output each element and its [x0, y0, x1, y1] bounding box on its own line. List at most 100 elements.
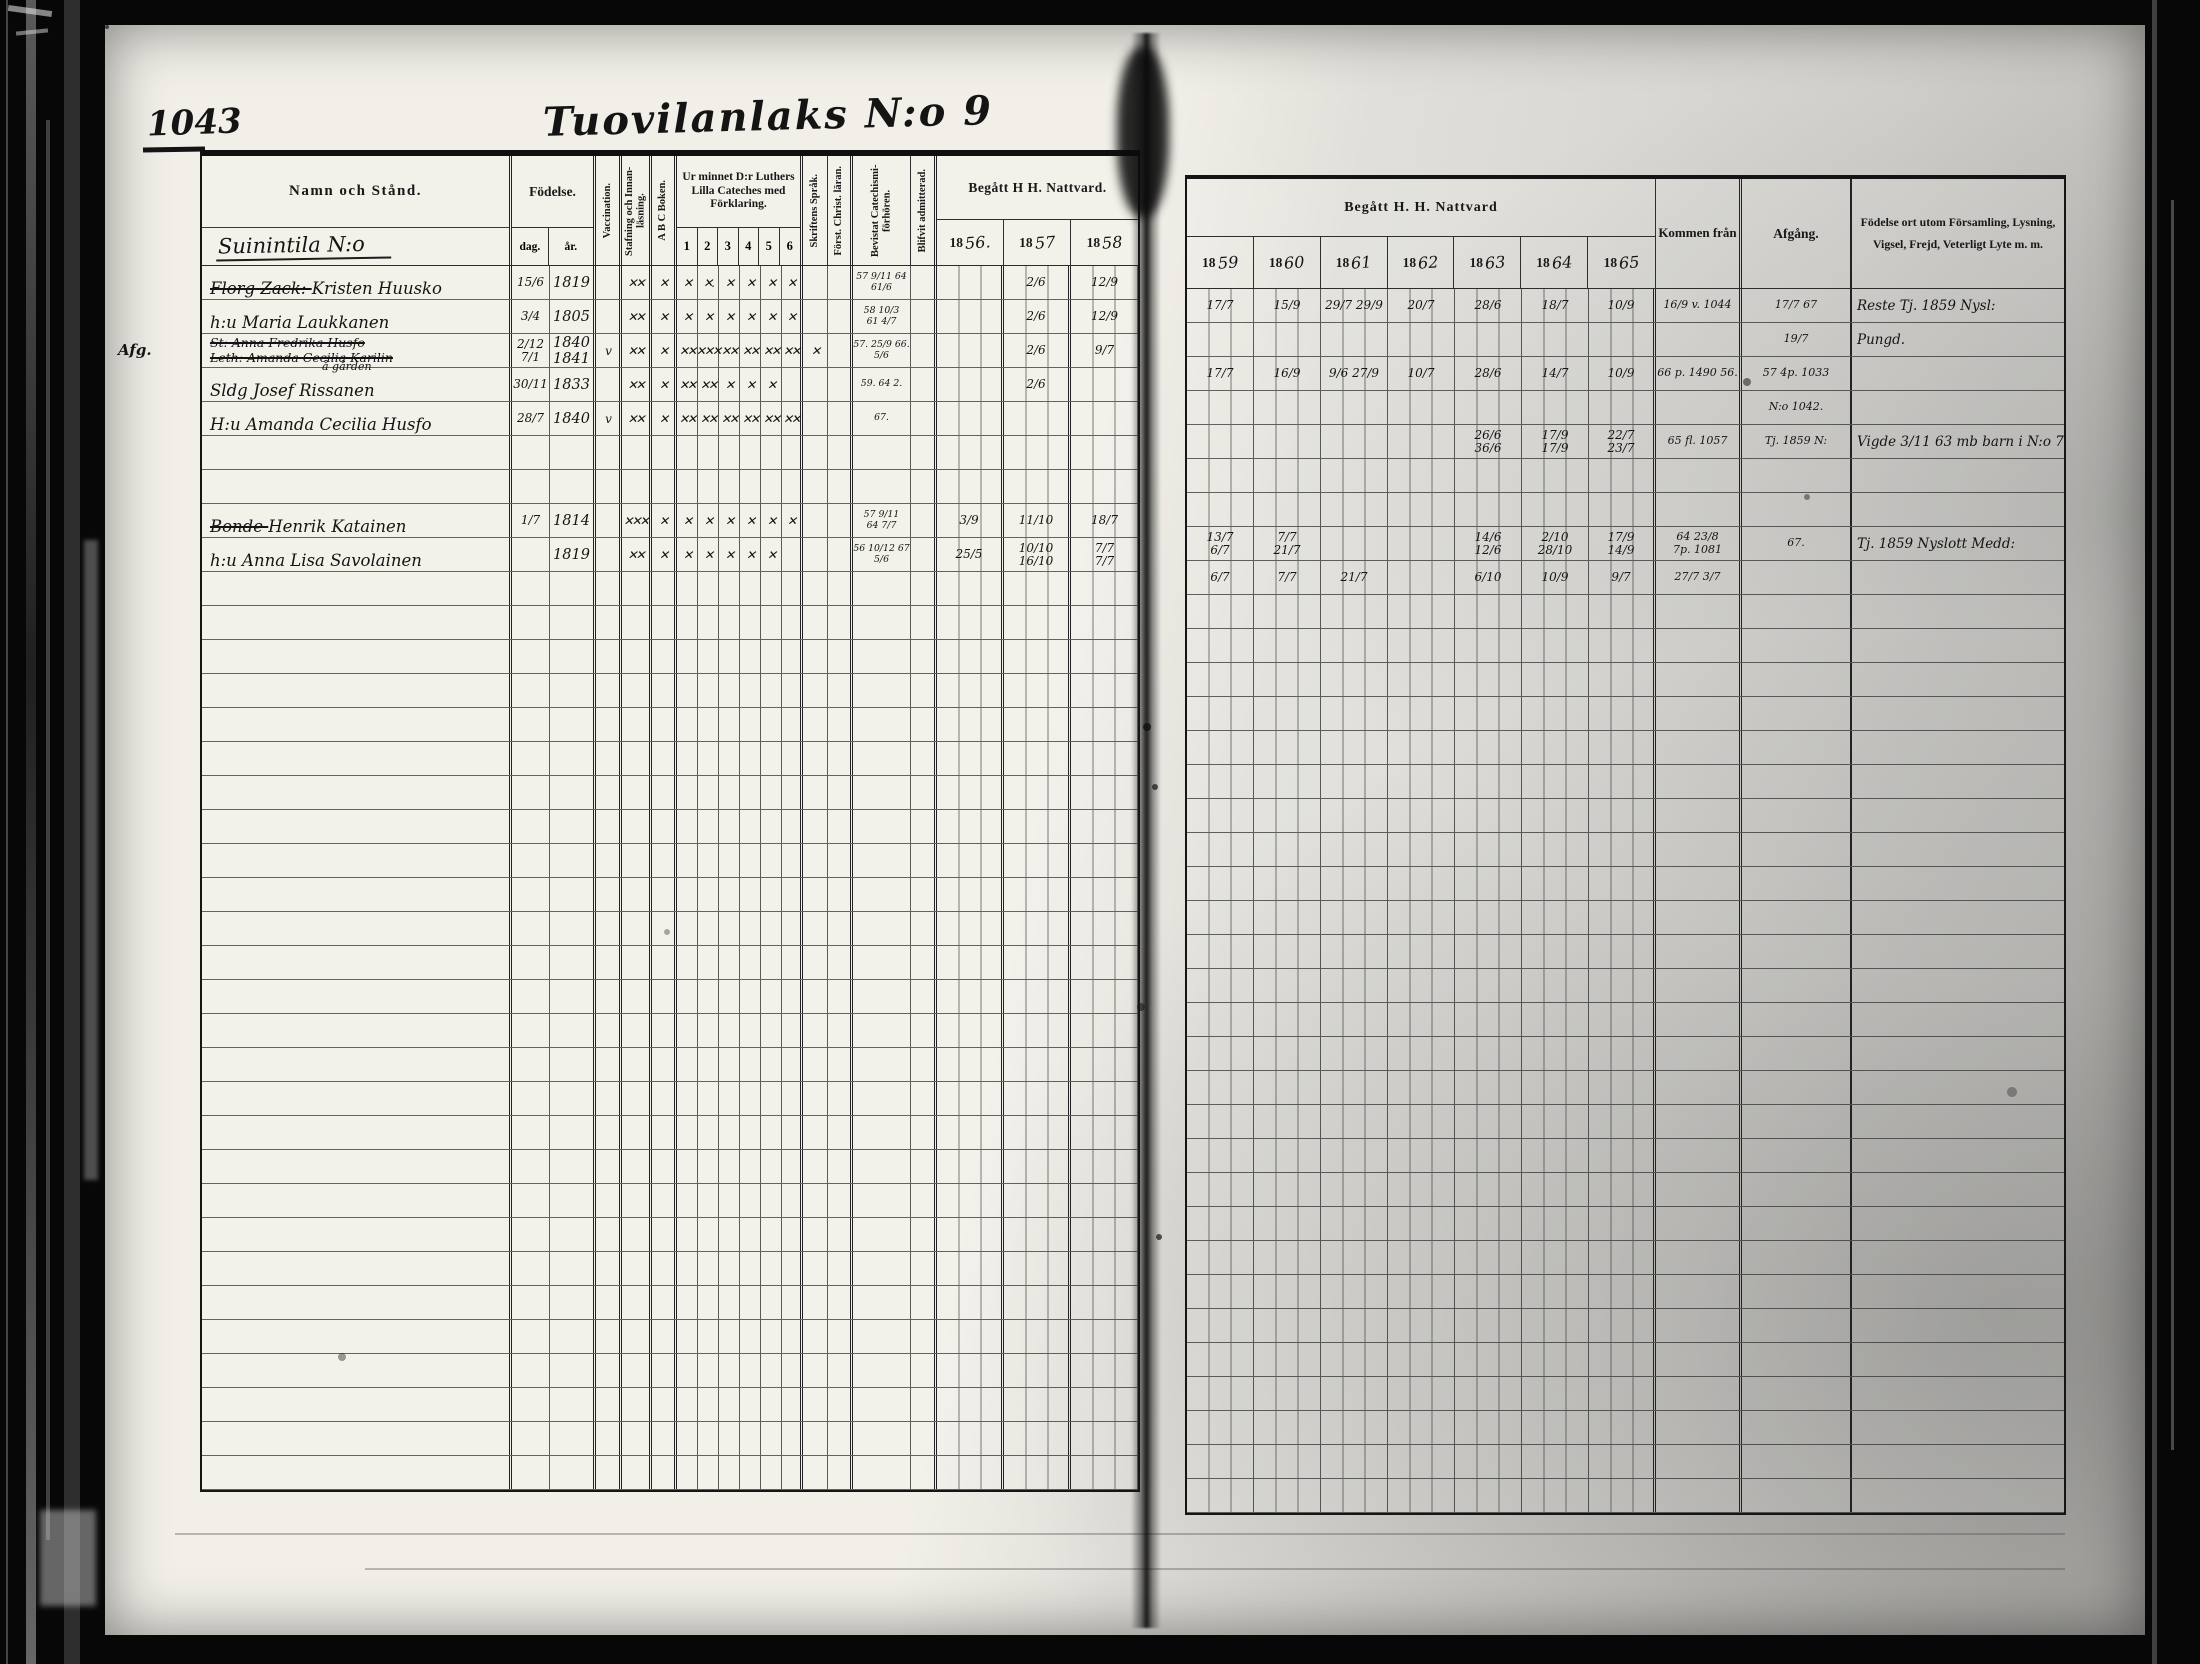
- communion-cell: [1522, 1139, 1589, 1172]
- birth-day-cell: [512, 946, 550, 979]
- afgang-cell: [1742, 799, 1852, 832]
- farm-name-line: Suinintila N:o: [202, 226, 509, 265]
- catechism-cell: [740, 810, 761, 843]
- christian-cell: [828, 300, 853, 333]
- communion-cell: [937, 402, 1004, 435]
- communion-cell: [1522, 867, 1589, 900]
- communion-cell: [1004, 1150, 1071, 1183]
- catechism-cell: [719, 1014, 740, 1047]
- communion-cell: [1455, 1479, 1522, 1512]
- name-cell: [202, 572, 512, 605]
- birth-year-cell: 1814: [550, 504, 596, 537]
- communion-cell: [1071, 946, 1138, 979]
- catechism-cell: [677, 912, 698, 945]
- communion-cell: [1071, 810, 1138, 843]
- catechism-cell: ✕: [677, 538, 698, 571]
- christian-cell: [828, 1116, 853, 1149]
- birth-day-cell: [512, 1082, 550, 1115]
- catechism-cell: [719, 708, 740, 741]
- afgang-cell: [1742, 1309, 1852, 1342]
- birth-year-cell: 1840: [550, 402, 596, 435]
- birth-year-cell: [550, 1184, 596, 1217]
- person-name: Sldg Josef Rissanen: [210, 380, 375, 400]
- col-header-attended: Bevistat Catechismi­förhören.: [853, 156, 911, 265]
- attended-cell: 58 10/3 61 4/7: [853, 300, 911, 333]
- kommen-cell: [1656, 765, 1742, 798]
- communion-cell: [1004, 1388, 1071, 1421]
- kommen-cell: [1656, 459, 1742, 492]
- communion-cell: [1522, 1479, 1589, 1512]
- remark-cell: [1852, 833, 2064, 866]
- left-table-header: Namn och Stånd. Suinintila N:o Födelse. …: [202, 156, 1138, 266]
- admitted-cell: [911, 946, 937, 979]
- communion-cell: [1522, 1343, 1589, 1376]
- abc-cell: ✕: [652, 538, 677, 571]
- communion-cell: [1071, 844, 1138, 877]
- scripture-cell: [803, 1150, 828, 1183]
- table-row: [202, 1082, 1138, 1116]
- catechism-cell: [719, 572, 740, 605]
- birth-year-cell: [550, 1388, 596, 1421]
- scripture-label: Skriftens Språk.: [809, 173, 821, 248]
- afgang-cell: [1742, 1173, 1852, 1206]
- afgang-cell: [1742, 1445, 1852, 1478]
- year-header: 18 64: [1521, 237, 1589, 288]
- communion-cell: [1455, 1275, 1522, 1308]
- communion-cell: [1589, 1309, 1656, 1342]
- kommen-cell: [1656, 901, 1742, 934]
- catechism-cell: [761, 1082, 782, 1115]
- admitted-cell: [911, 1320, 937, 1353]
- afgang-label: Afgång.: [1773, 225, 1819, 241]
- communion-cell: [1071, 572, 1138, 605]
- communion-cell: [1254, 1139, 1321, 1172]
- birth-year-cell: [550, 1286, 596, 1319]
- communion-cell: [1004, 640, 1071, 673]
- afgang-cell: [1742, 561, 1852, 594]
- afgang-cell: [1742, 697, 1852, 730]
- catechism-cell: [761, 640, 782, 673]
- communion-cell: [1187, 459, 1254, 492]
- spelling-label: Stafning och Innan­läsning.: [624, 165, 647, 256]
- attended-cell: [853, 1252, 911, 1285]
- remark-cell: [1852, 1173, 2064, 1206]
- name-cell: [202, 742, 512, 775]
- abc-cell: [652, 1014, 677, 1047]
- film-scratch: [46, 120, 50, 1540]
- communion-cell: [1004, 1422, 1071, 1455]
- right-table: Begått H. H. Nattvard 18 59 18 60 18 61 18 62 18…: [1185, 175, 2066, 1515]
- remark-cell: [1852, 561, 2064, 594]
- remark-cell: [1852, 493, 2064, 526]
- communion-cell: [1321, 595, 1388, 628]
- christian-cell: [828, 844, 853, 877]
- vaccination-cell: [596, 538, 622, 571]
- birth-year-cell: [550, 776, 596, 809]
- catechism-cell: [761, 470, 782, 503]
- col-header-spelling: Stafning och Innan­läsning.: [622, 156, 652, 265]
- birth-day-label: dag.: [512, 228, 549, 265]
- catechism-col: 2: [698, 228, 718, 265]
- table-row: [202, 810, 1138, 844]
- catechism-cell: [698, 1388, 719, 1421]
- catechism-cell: [698, 742, 719, 775]
- table-row: 17/7 15/9 29/7 29/9 20/7 28/6 18/7 10/9 16/9 v.…: [1187, 289, 2064, 323]
- communion-cell: [1321, 459, 1388, 492]
- catechism-cell: [782, 946, 803, 979]
- communion-cell: [1071, 402, 1138, 435]
- communion-cell: [1321, 1037, 1388, 1070]
- communion-cell: [937, 1354, 1004, 1387]
- remark-cell: [1852, 595, 2064, 628]
- remark-cell: [1852, 731, 2064, 764]
- catechism-cell: [761, 436, 782, 469]
- table-row: [1187, 1173, 2064, 1207]
- name-cell: H:u Amanda Cecilia Husfo: [202, 402, 512, 435]
- communion-cell: [937, 368, 1004, 401]
- attended-cell: [853, 708, 911, 741]
- vaccination-cell: [596, 1456, 622, 1489]
- birth-year-cell: [550, 1456, 596, 1489]
- communion-cell: [1589, 1105, 1656, 1138]
- communion-cell: [1321, 867, 1388, 900]
- name-cell: [202, 1116, 512, 1149]
- catechism-cell: [740, 1456, 761, 1489]
- name-cell: [202, 708, 512, 741]
- birth-year-cell: 1819: [550, 266, 596, 299]
